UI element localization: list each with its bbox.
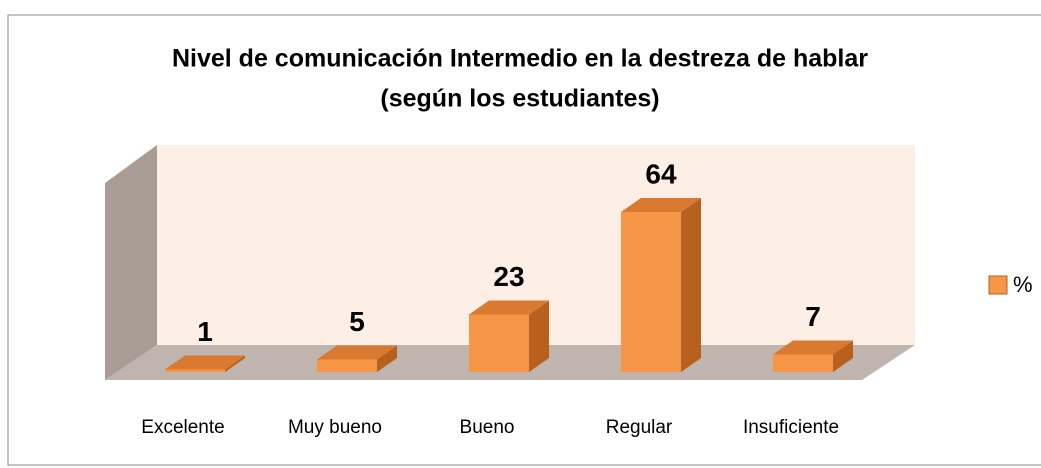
x-tick-label: Muy bueno [288, 417, 382, 438]
bar-side [377, 345, 397, 372]
bar [621, 212, 681, 372]
bar-side [833, 340, 853, 372]
data-label: 1 [197, 316, 213, 347]
bar-top [621, 198, 701, 212]
x-tick-label: Insuficiente [743, 417, 839, 438]
x-tick-label: Excelente [141, 417, 224, 438]
data-label: 23 [493, 261, 524, 292]
bar [317, 359, 377, 372]
bar [469, 314, 529, 372]
chart-title: Nivel de comunicación Intermedio en la d… [172, 45, 868, 73]
x-tick-label: Regular [606, 417, 673, 438]
chart-subtitle: (según los estudiantes) [380, 85, 659, 113]
bar-top [165, 355, 245, 370]
bar-top [317, 345, 397, 360]
bar [773, 354, 833, 372]
side-wall [105, 145, 157, 380]
back-wall [157, 145, 915, 345]
data-label: 64 [645, 158, 677, 189]
data-label: 5 [349, 306, 365, 337]
bar-side [681, 198, 701, 372]
bar-top [773, 340, 853, 355]
bar [165, 369, 225, 372]
bar-side [529, 300, 549, 372]
bar-top [469, 300, 549, 315]
legend-swatch [988, 275, 1008, 295]
bar-side [225, 355, 245, 372]
x-tick-label: Bueno [460, 417, 515, 438]
data-label: 7 [805, 301, 821, 332]
legend-label: % [1013, 272, 1033, 297]
